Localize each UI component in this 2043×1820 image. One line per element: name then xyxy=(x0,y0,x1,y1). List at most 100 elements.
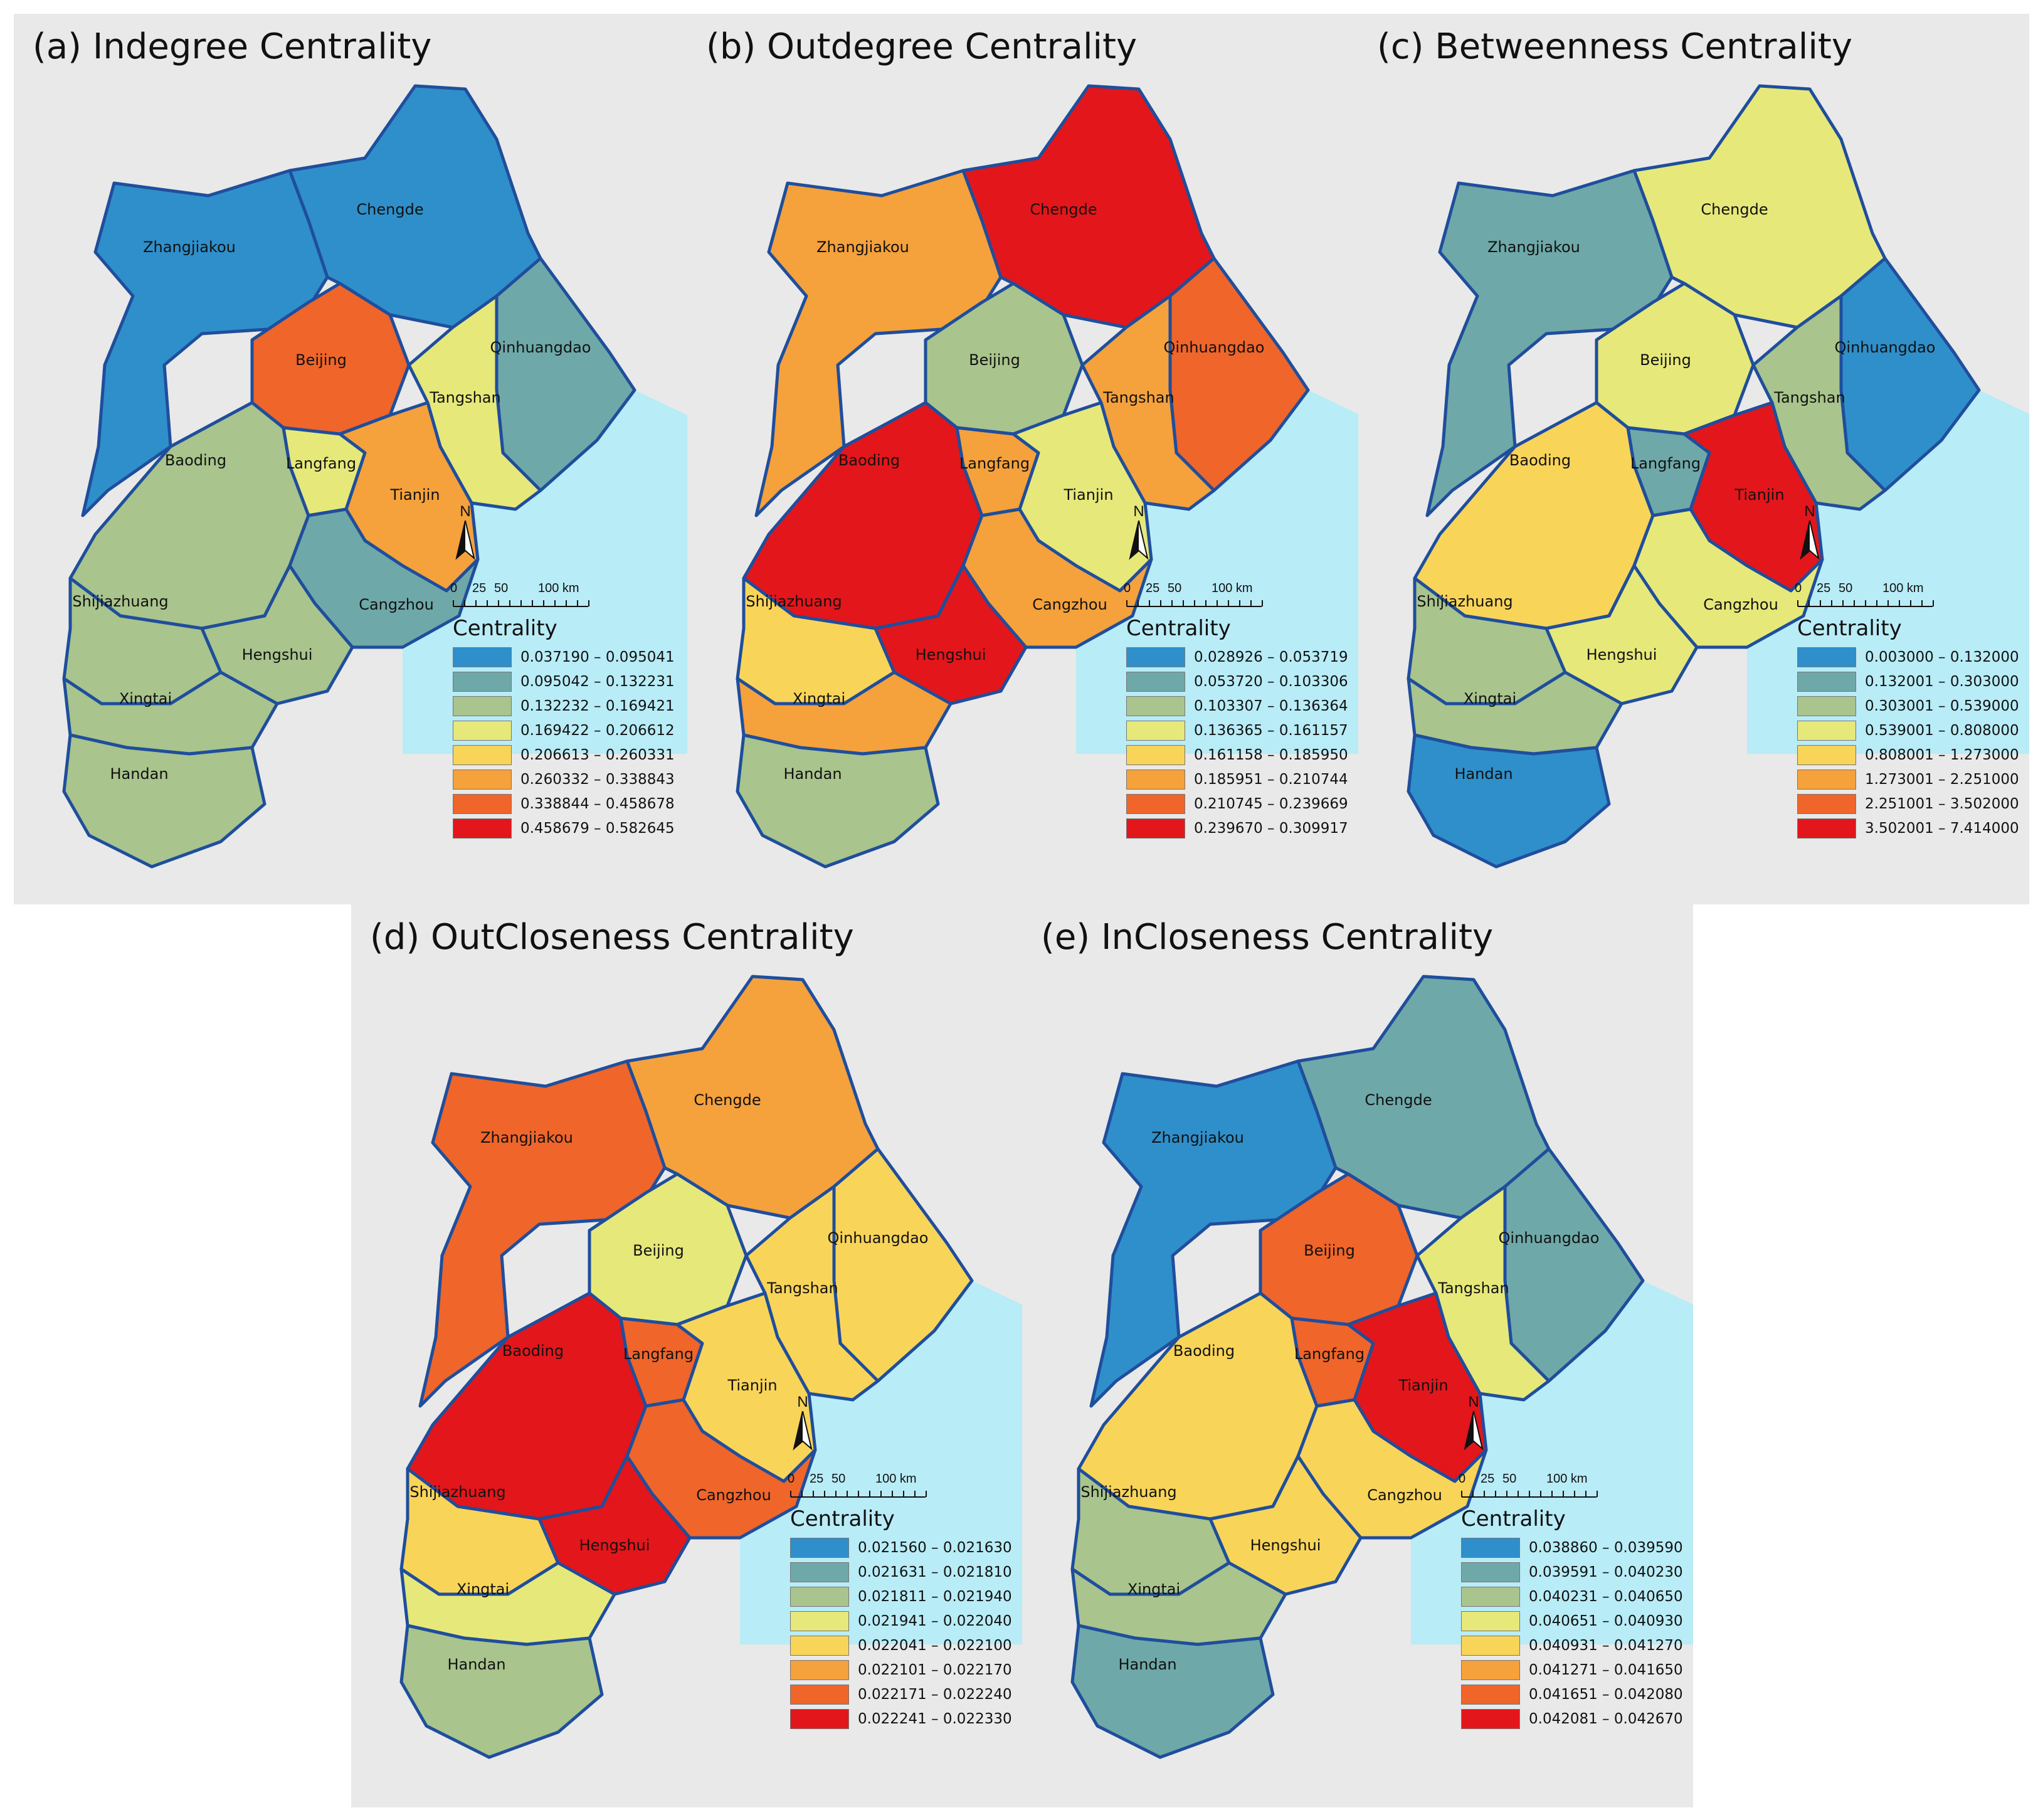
city-label: Tangshan xyxy=(429,389,500,406)
legend-swatch xyxy=(790,1537,849,1558)
legend-range-label: 0.038860 – 0.039590 xyxy=(1529,1539,1683,1556)
city-label: Cangzhou xyxy=(1032,596,1107,613)
legend-entry: 0.303001 – 0.539000 xyxy=(1797,694,2019,718)
legend-range-label: 0.041651 – 0.042080 xyxy=(1529,1686,1683,1703)
scale-label: 100 km xyxy=(538,581,579,595)
city-label: Beijing xyxy=(1640,351,1691,369)
legend-range-label: 0.260332 – 0.338843 xyxy=(520,771,675,788)
legend-entry: 0.003000 – 0.132000 xyxy=(1797,645,2019,669)
legend-swatch xyxy=(790,1659,849,1680)
city-label: Qinhuangdao xyxy=(1499,1229,1600,1247)
legend-entry: 0.210745 – 0.239669 xyxy=(1126,791,1348,816)
legend-entry: 1.273001 – 2.251000 xyxy=(1797,767,2019,791)
city-label: Baoding xyxy=(165,452,226,469)
scale-label: 25 xyxy=(810,1472,824,1486)
scale-label: 0 xyxy=(450,581,458,595)
legend-entry: 0.038860 – 0.039590 xyxy=(1461,1535,1683,1560)
scale-label: 25 xyxy=(1481,1472,1495,1486)
city-label: Qinhuangdao xyxy=(1164,339,1265,356)
legend-entry: 0.206613 – 0.260331 xyxy=(453,743,675,767)
north-label: N xyxy=(1133,503,1144,520)
region-handan xyxy=(736,733,940,869)
city-label: Chengde xyxy=(1030,201,1097,218)
city-label: Zhangjiakou xyxy=(1487,238,1580,256)
legend-range-label: 0.136365 – 0.161157 xyxy=(1194,722,1348,739)
city-label: Langfang xyxy=(1630,455,1701,472)
legend-entry: 0.239670 – 0.309917 xyxy=(1126,816,1348,840)
legend-range-label: 0.021631 – 0.021810 xyxy=(858,1563,1012,1580)
legend-entry: 0.041271 – 0.041650 xyxy=(1461,1658,1683,1682)
city-label: Zhangjiakou xyxy=(816,238,909,256)
legend-swatch xyxy=(790,1611,849,1631)
legend-entry: 0.028926 – 0.053719 xyxy=(1126,645,1348,669)
legend-range-label: 2.251001 – 3.502000 xyxy=(1865,795,2019,812)
city-label: Tianjin xyxy=(1398,1377,1448,1394)
legend-entry: 0.021631 – 0.021810 xyxy=(790,1560,1012,1584)
region-map: Chengde Zhangjiakou Qinhuangdao Beijing Tang… xyxy=(399,975,1022,1759)
legend-swatch xyxy=(1461,1635,1520,1656)
city-label: Baoding xyxy=(838,452,900,469)
city-label: Zhangjiakou xyxy=(143,238,236,256)
legend-range-label: 0.003000 – 0.132000 xyxy=(1865,648,2019,665)
region-map: Chengde Zhangjiakou Qinhuangdao Beijing Tang… xyxy=(1070,975,1693,1759)
legend-range-label: 0.539001 – 0.808000 xyxy=(1865,722,2019,739)
scale-label: 0 xyxy=(788,1472,795,1486)
legend-entry: 0.022241 – 0.022330 xyxy=(790,1706,1012,1731)
region-handan xyxy=(399,1624,604,1759)
legend-entry: 0.041651 – 0.042080 xyxy=(1461,1682,1683,1706)
city-label: Cangzhou xyxy=(359,596,434,613)
legend-entry: 0.161158 – 0.185950 xyxy=(1126,743,1348,767)
legend-range-label: 0.132232 – 0.169421 xyxy=(520,697,675,714)
legend-entry: 0.169422 – 0.206612 xyxy=(453,718,675,743)
legend-range-label: 0.206613 – 0.260331 xyxy=(520,746,675,763)
city-label: Langfang xyxy=(1294,1345,1365,1363)
legend-range-label: 0.040931 – 0.041270 xyxy=(1529,1637,1683,1654)
legend-title: Centrality xyxy=(453,616,557,641)
region-zhangjiakou xyxy=(418,1059,667,1408)
legend-entry: 0.039591 – 0.040230 xyxy=(1461,1560,1683,1584)
legend-swatch xyxy=(1461,1708,1520,1729)
legend-swatch xyxy=(1126,769,1185,790)
legend-entry: 0.022101 – 0.022170 xyxy=(790,1658,1012,1682)
legend-range-label: 3.502001 – 7.414000 xyxy=(1865,820,2019,837)
city-label: Handan xyxy=(783,765,842,783)
legend-swatch xyxy=(1797,720,1856,741)
scale-label: 100 km xyxy=(1212,581,1253,595)
legend-range-label: 0.022041 – 0.022100 xyxy=(858,1637,1012,1654)
city-label: Cangzhou xyxy=(1703,596,1778,613)
city-label: Beijing xyxy=(969,351,1020,369)
legend-swatch xyxy=(453,671,512,692)
city-label: Hengshui xyxy=(242,646,313,664)
legend-swatch xyxy=(790,1586,849,1607)
scale-label: 50 xyxy=(1168,581,1182,595)
legend-range-label: 1.273001 – 2.251000 xyxy=(1865,771,2019,788)
legend-swatch xyxy=(790,1684,849,1705)
legend-entry: 0.539001 – 0.808000 xyxy=(1797,718,2019,743)
city-label: Chengde xyxy=(356,201,423,218)
legend-swatch xyxy=(453,744,512,765)
legend-swatch xyxy=(1797,696,1856,716)
city-label: Handan xyxy=(447,1656,505,1673)
legend-range-label: 0.040651 – 0.040930 xyxy=(1529,1612,1683,1629)
city-label: Hengshui xyxy=(579,1537,650,1554)
city-label: Baoding xyxy=(1509,452,1571,469)
city-label: Xingtai xyxy=(119,690,172,707)
legend-range-label: 0.095042 – 0.132231 xyxy=(520,673,675,690)
legend-title: Centrality xyxy=(1126,616,1231,641)
legend-entry: 0.042081 – 0.042670 xyxy=(1461,1706,1683,1731)
scale-label: 0 xyxy=(1459,1472,1466,1486)
scale-label: 50 xyxy=(494,581,509,595)
legend-range-label: 0.021811 – 0.021940 xyxy=(858,1588,1012,1605)
legend-swatch xyxy=(790,1635,849,1656)
city-label: Zhangjiakou xyxy=(480,1129,573,1146)
scale-label: 25 xyxy=(1146,581,1160,595)
scale-label: 50 xyxy=(1839,581,1853,595)
city-label: Handan xyxy=(1454,765,1512,783)
city-label: Qinhuangdao xyxy=(1835,339,1936,356)
legend-entry: 0.458679 – 0.582645 xyxy=(453,816,675,840)
city-label: Tangshan xyxy=(1773,389,1845,406)
city-label: Handan xyxy=(110,765,168,783)
legend-range-label: 0.169422 – 0.206612 xyxy=(520,722,675,739)
legend-range-label: 0.458679 – 0.582645 xyxy=(520,820,675,837)
city-label: Chengde xyxy=(694,1091,761,1109)
